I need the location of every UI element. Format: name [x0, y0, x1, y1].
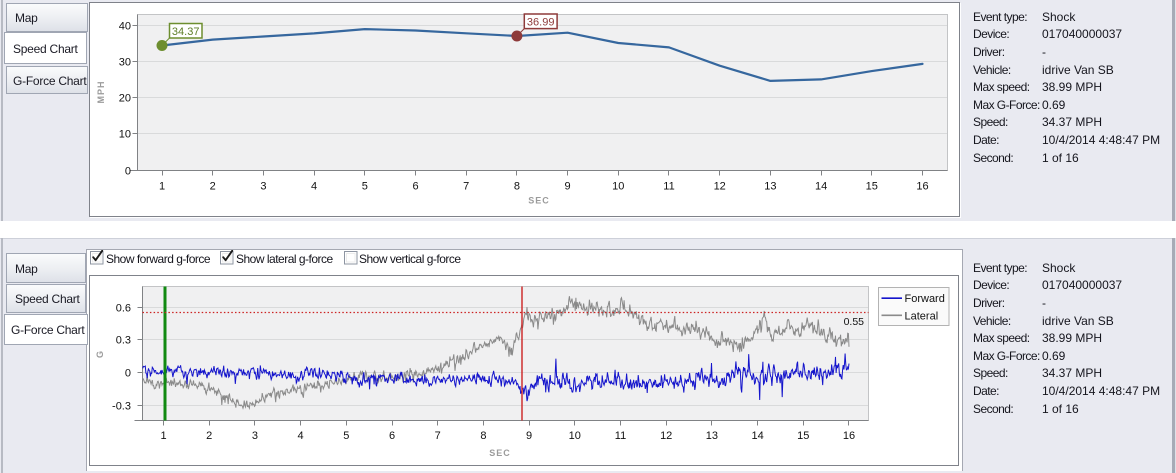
svg-text:13: 13 — [764, 180, 776, 192]
svg-text:0.6: 0.6 — [116, 303, 131, 315]
svg-text:14: 14 — [815, 180, 827, 192]
svg-text:34.37: 34.37 — [172, 26, 200, 38]
svg-text:15: 15 — [866, 180, 878, 192]
svg-text:-0.3: -0.3 — [112, 401, 131, 413]
svg-text:12: 12 — [660, 430, 672, 442]
svg-text:0: 0 — [125, 166, 131, 178]
svg-text:16: 16 — [843, 430, 855, 442]
svg-text:SEC: SEC — [528, 196, 550, 206]
svg-text:4: 4 — [298, 430, 304, 442]
svg-text:4: 4 — [311, 180, 317, 192]
svg-text:10: 10 — [569, 430, 581, 442]
svg-text:6: 6 — [412, 180, 418, 192]
svg-text:8: 8 — [514, 180, 520, 192]
svg-text:11: 11 — [615, 430, 626, 442]
svg-text:8: 8 — [480, 430, 486, 442]
svg-text:5: 5 — [343, 430, 349, 442]
svg-text:Forward: Forward — [905, 293, 945, 305]
svg-text:13: 13 — [706, 430, 718, 442]
svg-text:9: 9 — [565, 180, 571, 192]
svg-text:6: 6 — [389, 430, 395, 442]
svg-text:G: G — [95, 350, 105, 358]
svg-text:7: 7 — [435, 430, 441, 442]
svg-text:11: 11 — [663, 180, 674, 192]
svg-text:12: 12 — [714, 180, 726, 192]
svg-text:0.55: 0.55 — [844, 316, 865, 328]
svg-text:9: 9 — [526, 430, 532, 442]
svg-text:14: 14 — [751, 430, 763, 442]
svg-text:40: 40 — [119, 21, 131, 33]
svg-text:15: 15 — [797, 430, 809, 442]
svg-text:0.3: 0.3 — [116, 335, 131, 347]
svg-text:5: 5 — [362, 180, 368, 192]
svg-text:10: 10 — [612, 180, 624, 192]
svg-text:16: 16 — [916, 180, 928, 192]
svg-text:2: 2 — [210, 180, 216, 192]
svg-text:Lateral: Lateral — [905, 310, 939, 322]
svg-text:3: 3 — [252, 430, 258, 442]
svg-text:30: 30 — [119, 57, 131, 69]
svg-text:2: 2 — [206, 430, 212, 442]
svg-text:20: 20 — [119, 93, 131, 105]
svg-text:MPH: MPH — [96, 81, 106, 104]
svg-text:3: 3 — [260, 180, 266, 192]
svg-text:SEC: SEC — [489, 448, 511, 458]
svg-text:36.99: 36.99 — [527, 16, 555, 28]
svg-text:10: 10 — [119, 129, 131, 141]
svg-text:1: 1 — [160, 430, 166, 442]
svg-text:7: 7 — [463, 180, 469, 192]
svg-text:0: 0 — [125, 368, 131, 380]
svg-text:1: 1 — [159, 180, 165, 192]
